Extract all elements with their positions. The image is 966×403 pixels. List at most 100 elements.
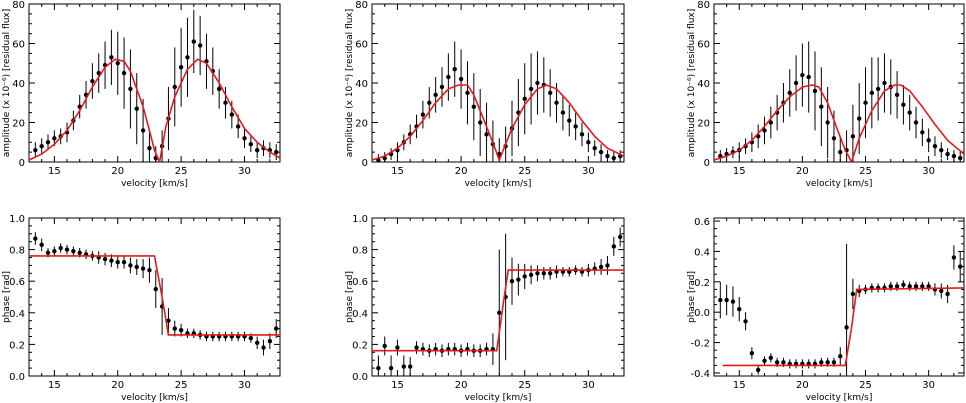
data-point — [774, 360, 780, 365]
y-tick-label: 0.2 — [352, 340, 368, 351]
data-point — [951, 153, 957, 159]
data-point — [172, 326, 177, 331]
data-point — [248, 142, 254, 147]
plot-area — [718, 243, 964, 376]
panel-bottom-1: 15 20 25 30 0.0 0.2 0.4 0.6 0.8 1.0 velocity [km/s… — [2, 214, 281, 403]
data-point — [567, 118, 572, 123]
data-point — [724, 297, 729, 303]
data-point — [509, 279, 515, 284]
y-tick-label: 60 — [697, 40, 710, 51]
x-tick-label: 25 — [518, 380, 531, 391]
data-point — [586, 140, 591, 145]
x-axis-label: velocity [km/s] — [121, 393, 188, 403]
x-tick-label: 30 — [238, 166, 251, 177]
y-tick-label: 80 — [697, 0, 710, 11]
x-axis-label: velocity [km/s] — [121, 179, 188, 189]
data-point — [465, 90, 470, 96]
data-point — [611, 244, 617, 249]
x-tick-label: 30 — [922, 166, 935, 177]
data-point — [800, 72, 805, 78]
data-point — [617, 234, 623, 240]
data-point — [433, 92, 438, 98]
data-point — [39, 144, 44, 149]
data-point — [223, 100, 228, 105]
data-point — [140, 128, 146, 133]
y-tick-label: 1.0 — [352, 214, 368, 225]
data-point — [376, 365, 381, 371]
data-point — [749, 351, 755, 356]
data-point — [197, 43, 203, 48]
data-point — [178, 327, 184, 333]
y-axis-label: amplitude (x 10⁻⁶) [residual flux] — [2, 9, 12, 157]
data-point — [819, 360, 824, 365]
data-point — [522, 96, 527, 102]
data-point — [216, 86, 222, 92]
data-point — [869, 90, 875, 96]
x-tick-label: 25 — [175, 380, 188, 391]
y-tick-label: 20 — [355, 119, 368, 130]
x-tick-label: 20 — [111, 380, 124, 391]
data-point — [844, 325, 849, 330]
data-point — [267, 339, 273, 344]
data-point — [605, 263, 610, 268]
data-point — [528, 272, 534, 278]
data-point — [33, 236, 38, 241]
data-point — [554, 100, 559, 105]
x-tick-label: 25 — [859, 380, 872, 391]
data-point — [248, 335, 254, 341]
y-tick-label: -0.4 — [690, 369, 710, 380]
data-point — [850, 134, 856, 139]
x-tick-label: 20 — [455, 380, 468, 391]
x-axis-label: velocity [km/s] — [806, 179, 873, 189]
x-tick-label: 30 — [922, 380, 935, 391]
x-tick-label: 25 — [175, 166, 188, 177]
y-axis-label: amplitude (x 10⁻⁶) [residual flux] — [345, 9, 355, 157]
data-point — [768, 120, 774, 125]
data-point — [901, 102, 906, 107]
data-point — [134, 106, 139, 111]
y-tick-label: 40 — [697, 79, 710, 90]
data-point — [894, 284, 900, 289]
data-point — [857, 116, 862, 121]
model-curve — [714, 84, 964, 162]
data-point — [605, 153, 610, 159]
data-point — [395, 345, 400, 350]
plot-area — [29, 9, 280, 162]
y-tick-label: 0.0 — [9, 372, 25, 383]
data-point — [945, 291, 950, 297]
data-point — [958, 155, 963, 161]
panel-bottom-2: 15 20 25 30 0.0 0.2 0.4 0.6 0.8 1.0 velocity [km/s… — [345, 214, 625, 403]
panel-top-3: 15 20 25 30 0 20 40 60 80 velocity [km/s] amplitud… — [687, 0, 965, 189]
x-tick-label: 15 — [733, 380, 746, 391]
data-point — [45, 250, 51, 255]
y-tick-label: 0.8 — [352, 246, 368, 257]
data-point — [452, 66, 457, 72]
data-point — [458, 76, 464, 82]
y-tick-label: 0.2 — [9, 340, 25, 351]
y-tick-label: -0.2 — [690, 339, 710, 350]
y-tick-label: 80 — [355, 0, 368, 11]
data-point — [242, 136, 247, 141]
data-point — [907, 110, 912, 115]
data-point — [888, 284, 893, 289]
data-point — [33, 147, 38, 153]
data-point — [755, 367, 761, 373]
model-curve — [29, 58, 280, 162]
data-point — [45, 140, 51, 145]
data-point — [52, 136, 57, 141]
y-tick-label: 0.6 — [352, 277, 368, 288]
data-point — [819, 104, 824, 109]
data-point — [951, 255, 957, 260]
data-point — [71, 248, 76, 254]
data-point — [134, 264, 139, 270]
y-tick-label: 0.4 — [694, 247, 710, 258]
data-point — [128, 86, 133, 92]
model-curve — [722, 287, 964, 367]
x-tick-label: 30 — [582, 380, 595, 391]
x-tick-label: 25 — [859, 166, 872, 177]
y-tick-label: 0 — [19, 158, 25, 169]
data-point — [863, 100, 868, 105]
data-point — [235, 124, 241, 129]
plot-frame — [28, 217, 281, 377]
data-point — [882, 80, 887, 86]
